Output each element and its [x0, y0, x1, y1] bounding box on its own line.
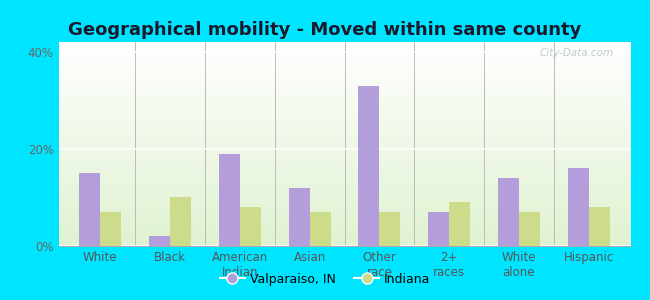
Bar: [219, 154, 240, 246]
Bar: [567, 168, 589, 246]
Bar: [150, 236, 170, 246]
Bar: [100, 212, 122, 246]
Text: City-Data.com: City-Data.com: [540, 48, 614, 58]
Bar: [240, 207, 261, 246]
Bar: [428, 212, 449, 246]
Bar: [170, 197, 191, 246]
Bar: [449, 202, 470, 246]
Bar: [519, 212, 540, 246]
Bar: [309, 212, 331, 246]
Bar: [289, 188, 309, 246]
Bar: [498, 178, 519, 246]
Text: Geographical mobility - Moved within same county: Geographical mobility - Moved within sam…: [68, 21, 582, 39]
Bar: [380, 212, 400, 246]
Bar: [358, 86, 380, 246]
Bar: [589, 207, 610, 246]
Legend: Valparaiso, IN, Indiana: Valparaiso, IN, Indiana: [214, 268, 436, 291]
Bar: [79, 173, 100, 246]
